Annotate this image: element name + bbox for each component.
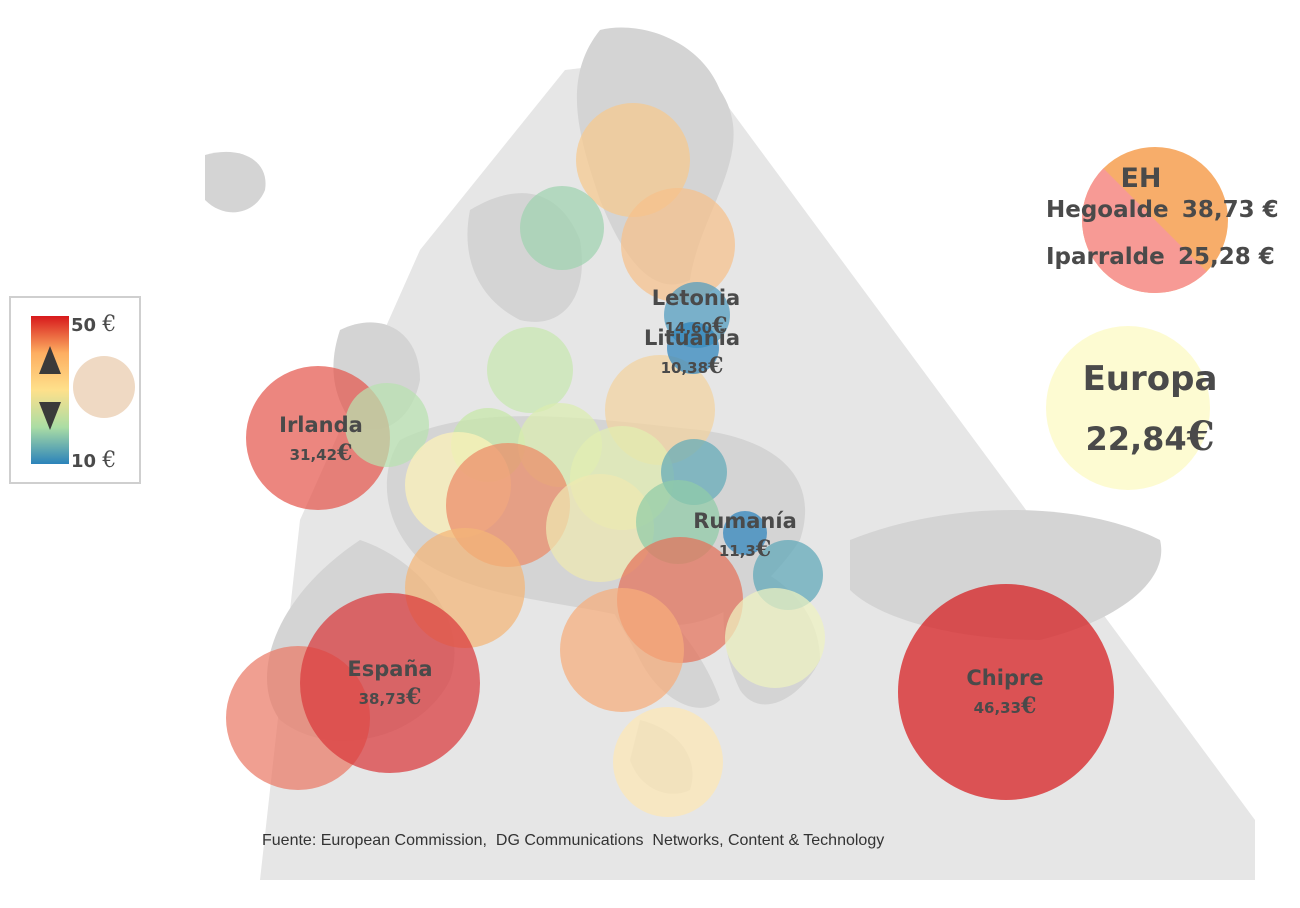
bubble-greece — [725, 588, 825, 688]
eh-title: EH — [1120, 163, 1161, 194]
bubble-lituania — [667, 322, 719, 374]
country-name-lituania: Lituania — [644, 326, 740, 350]
country-name-chipre: Chipre — [966, 666, 1043, 690]
color-scale-legend: 50 € 10 € — [9, 296, 141, 484]
country-value-espana: 38,73€ — [359, 684, 422, 710]
legend-size-sample-circle — [73, 356, 135, 418]
europe-average-name: Europa — [1083, 359, 1218, 399]
europe-average-circle — [1046, 326, 1210, 490]
bubble-sweden — [520, 186, 604, 270]
eh-hegoalde-name: Hegoalde — [1046, 197, 1169, 223]
eh-row-iparralde: Iparralde 25,28 € — [1046, 244, 1275, 270]
eh-bubble-iparralde-part — [1082, 147, 1228, 293]
country-name-rumania: Rumanía — [693, 509, 797, 533]
legend-max-currency: € — [102, 312, 117, 337]
legend-min-label: 10 € — [71, 448, 116, 473]
bubble-finland — [576, 103, 690, 217]
country-name-espana: España — [347, 657, 432, 681]
country-bubbles — [226, 103, 1114, 817]
bubble-italy — [560, 588, 684, 712]
source-note: Fuente: European Commission, DG Communic… — [262, 832, 885, 849]
bubble-malta — [613, 707, 723, 817]
country-value-chipre: 46,33€ — [974, 693, 1037, 719]
eh-iparralde-value: 25,28 € — [1178, 244, 1275, 270]
triangle-down-icon — [39, 402, 61, 430]
triangle-up-icon — [39, 346, 61, 374]
europe-average-value: 22,84 — [1085, 420, 1186, 458]
legend-max-label: 50 € — [71, 312, 116, 337]
country-name-letonia: Letonia — [652, 286, 740, 310]
country-value-letonia: 14,60€ — [665, 313, 728, 339]
eh-iparralde-name: Iparralde — [1046, 244, 1165, 270]
country-value-lituania: 10,38€ — [661, 353, 724, 379]
color-gradient-bar — [31, 316, 69, 464]
bubble-russia-north — [621, 188, 735, 302]
country-value-rumania: 11,3€ — [719, 536, 771, 562]
bubble-chipre — [898, 584, 1114, 800]
bubble-uk — [345, 383, 429, 467]
europe-average-bubble: Europa 22,84€ — [1046, 326, 1217, 490]
bubble-rumania — [723, 511, 767, 555]
europe-average-currency: € — [1186, 413, 1215, 460]
country-labels: Letonia 14,60€ Lituania 10,38€ Irlanda 3… — [279, 286, 1043, 719]
country-name-irlanda: Irlanda — [279, 413, 363, 437]
bubble-austria — [546, 474, 654, 582]
bubble-denmark — [487, 327, 573, 413]
europe-average-value-line: 22,84€ — [1085, 413, 1214, 460]
eh-bubble: EH Hegoalde 38,73 € Iparralde 25,28 € — [1046, 147, 1279, 293]
legend-min-currency: € — [102, 448, 117, 473]
country-value-irlanda: 31,42€ — [290, 440, 353, 466]
eh-row-hegoalde: Hegoalde 38,73 € — [1046, 197, 1279, 223]
bubble-espana — [300, 593, 480, 773]
eh-hegoalde-value: 38,73 € — [1182, 197, 1279, 223]
legend-max-value: 50 — [71, 315, 97, 336]
legend-min-value: 10 — [71, 451, 97, 472]
